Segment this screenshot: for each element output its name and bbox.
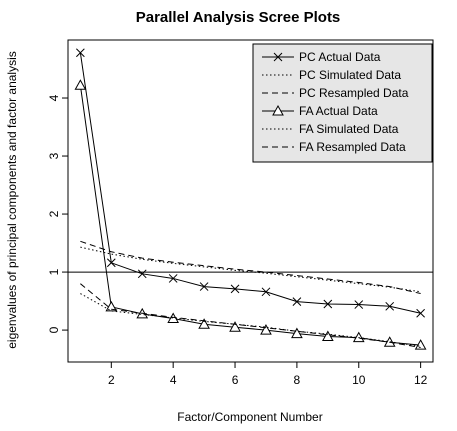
legend-item: PC Actual Data	[262, 50, 381, 64]
legend-item: FA Actual Data	[262, 104, 378, 118]
y-tick-label: 1	[47, 268, 61, 275]
legend-marker	[272, 104, 284, 116]
y-axis: 0 1 2 3 4	[47, 94, 68, 333]
legend-item: FA Simulated Data	[262, 122, 399, 136]
legend-label: PC Simulated Data	[299, 68, 401, 82]
series-6	[80, 283, 421, 348]
data-point	[229, 321, 241, 332]
data-point	[261, 287, 271, 297]
data-point	[291, 327, 303, 339]
x-tick-label: 4	[170, 373, 177, 387]
y-axis-label: eigenvalues of principal components and …	[5, 51, 19, 349]
x-tick-label: 8	[294, 373, 301, 387]
x-tick-label: 2	[108, 373, 115, 387]
data-point	[230, 284, 240, 294]
y-tick-label: 3	[47, 152, 61, 159]
data-point	[199, 282, 209, 291]
series-line	[80, 293, 421, 347]
legend-item: PC Resampled Data	[262, 86, 409, 100]
y-tick-label: 0	[47, 326, 61, 333]
data-point	[168, 274, 178, 283]
x-tick-label: 6	[232, 373, 239, 387]
data-point	[385, 301, 395, 311]
series-3	[80, 240, 421, 295]
y-tick-label: 2	[47, 210, 61, 217]
legend-label: FA Resampled Data	[299, 140, 406, 154]
series-line	[80, 283, 421, 348]
data-point	[106, 258, 116, 268]
plot-frame	[67, 39, 434, 363]
x-tick-label: 12	[414, 373, 428, 387]
data-point	[74, 79, 87, 90]
legend-item: PC Simulated Data	[262, 68, 401, 82]
y-tick-label: 4	[47, 94, 61, 101]
chart-title: Parallel Analysis Scree Plots	[136, 9, 341, 26]
data-point	[76, 48, 85, 58]
data-point	[260, 324, 272, 335]
data-point	[323, 299, 333, 309]
legend-box	[252, 43, 433, 163]
series-2	[80, 246, 421, 293]
series-5	[80, 293, 421, 347]
legend-marker	[273, 52, 283, 62]
data-point	[354, 300, 364, 309]
series-1	[76, 48, 425, 318]
legend-label: FA Simulated Data	[299, 122, 399, 136]
data-point	[416, 308, 425, 318]
x-axis-label: Factor/Component Number	[177, 410, 322, 424]
data-point	[321, 330, 334, 341]
data-point	[105, 300, 118, 312]
data-point	[137, 269, 147, 279]
series-line	[80, 246, 421, 293]
data-point	[414, 339, 427, 350]
x-tick-label: 10	[352, 373, 366, 387]
legend: PC Actual Data PC Simulated Data PC Resamp…	[252, 43, 433, 163]
legend-label: PC Actual Data	[299, 50, 381, 64]
series-line	[80, 240, 421, 295]
data-point	[292, 297, 302, 307]
legend-label: PC Resampled Data	[299, 86, 409, 100]
x-axis: 2 4 6 8 10 12	[108, 362, 428, 387]
legend-label: FA Actual Data	[299, 104, 378, 118]
data-point	[198, 318, 210, 329]
legend-item: FA Resampled Data	[262, 140, 406, 154]
series-line	[79, 52, 421, 314]
